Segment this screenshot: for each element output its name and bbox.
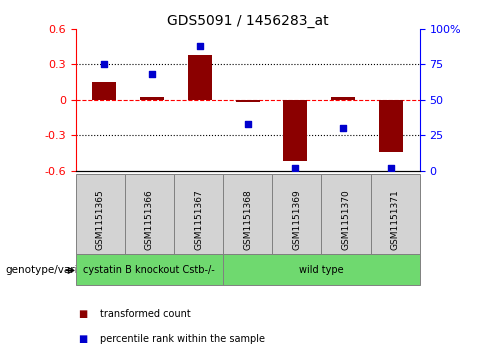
Text: transformed count: transformed count: [100, 309, 191, 319]
Text: wild type: wild type: [299, 265, 344, 274]
Text: GSM1151368: GSM1151368: [243, 190, 252, 250]
Text: ■: ■: [78, 334, 87, 344]
Text: GSM1151365: GSM1151365: [96, 190, 105, 250]
Point: [387, 165, 395, 171]
Text: ■: ■: [78, 309, 87, 319]
Point: [339, 125, 347, 131]
Point: [244, 121, 252, 127]
Text: cystatin B knockout Cstb-/-: cystatin B knockout Cstb-/-: [83, 265, 215, 274]
Title: GDS5091 / 1456283_at: GDS5091 / 1456283_at: [167, 14, 328, 28]
Bar: [92, 82, 116, 100]
Point: [196, 43, 204, 49]
Text: percentile rank within the sample: percentile rank within the sample: [100, 334, 265, 344]
Point: [101, 61, 108, 68]
Text: genotype/variation: genotype/variation: [5, 265, 104, 276]
Bar: [331, 97, 355, 100]
Bar: [236, 100, 260, 102]
Bar: [379, 100, 403, 152]
Bar: [188, 55, 212, 100]
Point: [148, 72, 156, 77]
Text: GSM1151371: GSM1151371: [390, 190, 400, 250]
Text: GSM1151369: GSM1151369: [292, 190, 301, 250]
Bar: [140, 97, 164, 100]
Point: [291, 165, 299, 171]
Text: GSM1151366: GSM1151366: [145, 190, 154, 250]
Text: GSM1151370: GSM1151370: [342, 190, 350, 250]
Text: GSM1151367: GSM1151367: [194, 190, 203, 250]
Bar: [284, 100, 307, 161]
